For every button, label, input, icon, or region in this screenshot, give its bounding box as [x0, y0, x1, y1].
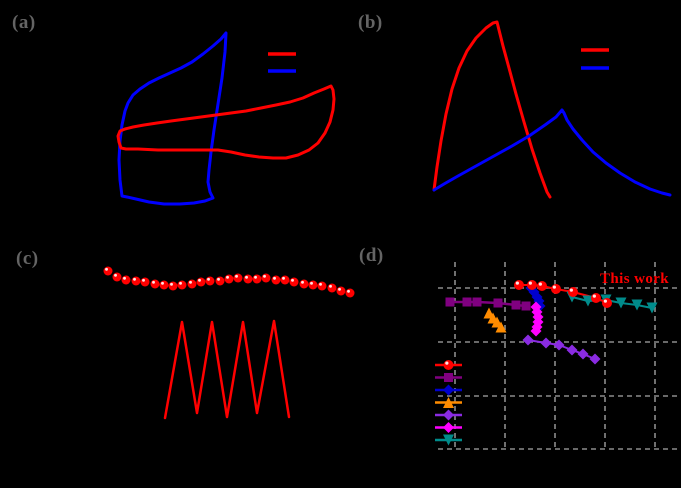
panel-label-d: (d)	[359, 245, 384, 266]
panel-b-legend	[581, 48, 609, 70]
panel-label-a: (a)	[12, 12, 36, 33]
cv-loop-blue-curve	[117, 31, 228, 206]
panel-d-legend	[435, 360, 462, 446]
gcd-blue-curve	[432, 108, 672, 197]
panel-b-plot	[432, 20, 672, 199]
ragone-orange-triangles-markers	[483, 307, 507, 333]
ragone-magenta-diamonds-markers	[530, 301, 544, 337]
panel-a-plot	[116, 31, 336, 206]
this-work-annotation: This work	[600, 271, 670, 287]
panel-c-plot	[103, 266, 355, 420]
gcd-red-curve	[432, 20, 552, 199]
panel-label-b: (b)	[358, 12, 383, 33]
panel-label-c: (c)	[16, 248, 39, 269]
panel-d-plot	[435, 262, 678, 451]
ragone-violet-diamonds-markers	[522, 334, 601, 365]
panel-a-legend	[268, 52, 296, 73]
gcd-cycles-zigzag-curve	[163, 319, 291, 420]
panel-d-gridlines	[438, 262, 678, 451]
cv-loop-red-curve	[116, 84, 336, 160]
ragone-red-this-work-markers	[514, 280, 612, 308]
retention-balls-markers	[103, 266, 355, 298]
ragone-purple-squares-markers	[445, 297, 531, 311]
